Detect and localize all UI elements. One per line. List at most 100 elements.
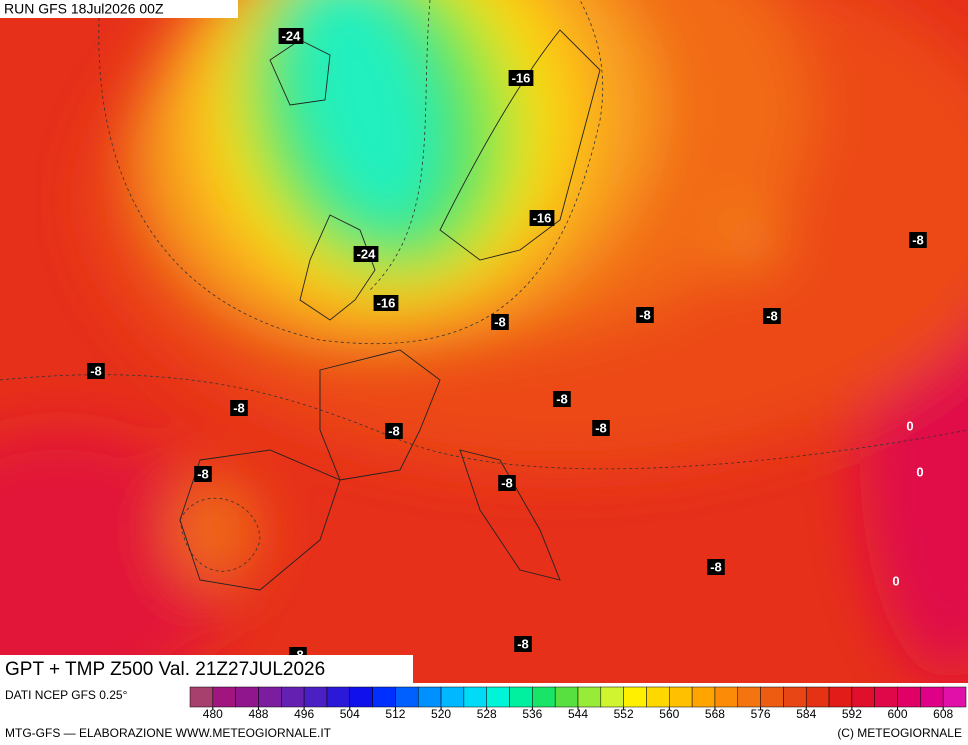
map-field — [0, 0, 968, 683]
colorbar-tick-label: 528 — [477, 707, 497, 721]
colorbar-tick-label: 608 — [933, 707, 953, 721]
label-box — [763, 308, 781, 324]
contour-label: -8 — [710, 559, 722, 574]
run-box — [0, 0, 238, 18]
colorbar-swatch — [600, 686, 624, 708]
colorbar-tick-label: 552 — [614, 707, 634, 721]
colorbar-tick-label: 576 — [751, 707, 771, 721]
colorbar-swatch — [326, 686, 351, 708]
contour-label: -8 — [639, 307, 651, 322]
label-box — [592, 420, 610, 436]
contour-label: -16 — [377, 295, 396, 310]
colorbar-swatch — [760, 686, 784, 708]
colorbar-tick-label: 544 — [568, 707, 588, 721]
contour-label: 0 — [906, 418, 913, 433]
label-box — [508, 70, 534, 86]
colorbar-swatch — [440, 686, 465, 708]
colorbar-swatch — [874, 686, 898, 708]
colorbar-tick-label: 488 — [248, 707, 268, 721]
label-box — [707, 559, 725, 575]
colorbar-tick-label: 568 — [705, 707, 725, 721]
colorbar-swatch — [235, 686, 259, 708]
contour-label: -8 — [595, 420, 607, 435]
contour-label: -8 — [517, 636, 529, 651]
colorbar-swatch — [463, 686, 487, 708]
colorbar-swatch — [714, 686, 739, 708]
label-box — [87, 363, 105, 379]
colorbar-swatch — [805, 686, 830, 708]
contour-label: 0 — [916, 464, 923, 479]
colorbar-tick-label: 592 — [842, 707, 862, 721]
colorbar-tick-label: 512 — [385, 707, 405, 721]
label-box — [909, 232, 927, 248]
label-box — [491, 314, 509, 330]
contour-label: -8 — [556, 391, 568, 406]
colorbar-swatch — [532, 686, 556, 708]
contour-label: -8 — [494, 314, 506, 329]
colorbar-swatch — [486, 686, 510, 708]
colorbar-tick-label: 496 — [294, 707, 314, 721]
colorbar-swatch — [417, 686, 442, 708]
label-box — [353, 246, 379, 262]
label-box — [230, 400, 248, 416]
colorbar-tick-label: 536 — [522, 707, 542, 721]
colorbar-swatch — [623, 686, 647, 708]
colorbar-swatch — [189, 686, 214, 708]
colorbar-tick-label: 560 — [659, 707, 679, 721]
label-box — [553, 391, 571, 407]
title-box — [0, 655, 413, 683]
colorbar-swatch — [920, 686, 944, 708]
contour-label: -8 — [501, 475, 513, 490]
colorbar-swatch — [509, 686, 533, 708]
colorbar-swatch — [646, 686, 670, 708]
colorbar-swatch — [851, 686, 875, 708]
colorbar-tick-label: 600 — [888, 707, 908, 721]
contour-label: -8 — [766, 308, 778, 323]
colorbar-swatch — [737, 686, 761, 708]
colorbar-swatch — [554, 686, 579, 708]
colorbar-swatch — [691, 686, 716, 708]
colorbar-swatch — [349, 686, 373, 708]
colorbar-swatch — [942, 686, 967, 708]
contour-label: -8 — [292, 647, 304, 662]
label-box — [385, 423, 403, 439]
contour-label: -16 — [512, 70, 531, 85]
colorbar-swatch — [577, 686, 602, 708]
credit-right: (C) METEOGIORNALE — [837, 726, 962, 740]
label-box — [636, 307, 654, 323]
colorbar-tick-label: 520 — [431, 707, 451, 721]
label-box — [498, 475, 516, 491]
run-label: RUN GFS 18Jul2026 00Z — [4, 1, 164, 17]
colorbar-swatch — [212, 686, 236, 708]
contour-label: -8 — [388, 423, 400, 438]
contour-label: -24 — [357, 246, 377, 261]
label-box — [278, 28, 304, 44]
label-box — [529, 210, 555, 226]
colorbar-swatch — [258, 686, 282, 708]
colorbar: 480 488 496 504 512 520 528 536 544 552 560 568 576 5… — [189, 686, 967, 721]
colorbar-swatch — [303, 686, 328, 708]
contour-label: -8 — [912, 232, 924, 247]
colorbar-swatch — [828, 686, 853, 708]
colorbar-swatch — [669, 686, 693, 708]
colorbar-tick-label: 480 — [203, 707, 223, 721]
contour-label: -8 — [197, 466, 209, 481]
contour-label: -8 — [90, 363, 102, 378]
contour-label: -24 — [282, 28, 302, 43]
colorbar-swatch — [395, 686, 419, 708]
contour-label: -8 — [233, 400, 245, 415]
colorbar-swatch — [372, 686, 396, 708]
contour-labels: -24 -16 -16 -8 -24 -16 -8 -8 -8 -8 -8 -8 -8 -8 0 0 -8 -8 -… — [87, 28, 927, 663]
colorbar-swatch — [783, 686, 807, 708]
label-box — [373, 295, 399, 311]
contour-label: -16 — [533, 210, 552, 225]
colorbar-swatch — [897, 686, 921, 708]
colorbar-tick-label: 584 — [796, 707, 816, 721]
source-label: DATI NCEP GFS 0.25° — [5, 688, 128, 702]
colorbar-swatch — [281, 686, 305, 708]
isotherms — [0, 0, 968, 572]
contour-label: 0 — [892, 573, 899, 588]
label-box — [514, 636, 532, 652]
credit-left: MTG-GFS — ELABORAZIONE WWW.METEOGIORNALE… — [5, 726, 332, 740]
